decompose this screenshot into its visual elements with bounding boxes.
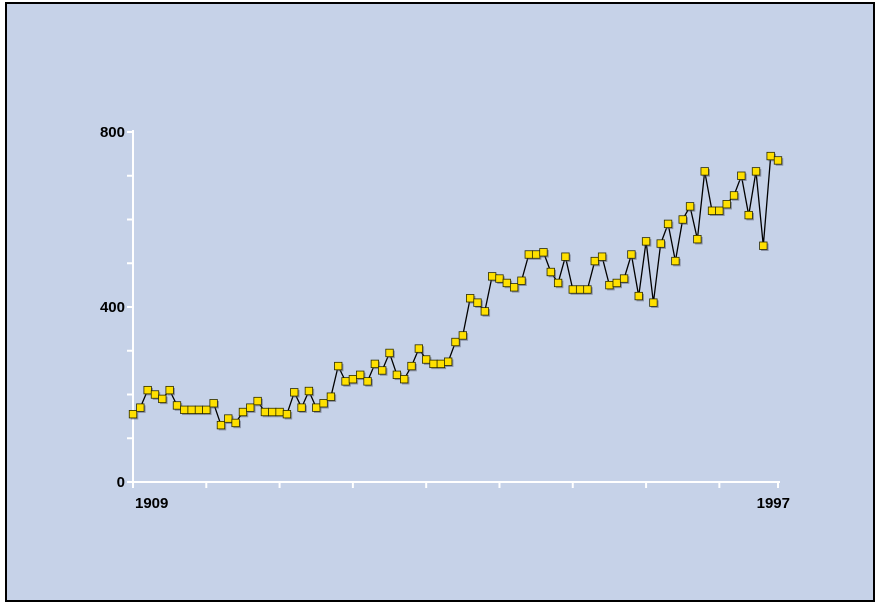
data-point bbox=[751, 167, 762, 177]
data-point bbox=[685, 202, 696, 212]
data-point bbox=[370, 359, 381, 370]
data-point bbox=[744, 210, 754, 221]
data-point bbox=[466, 294, 476, 304]
data-point bbox=[444, 357, 454, 367]
data-point bbox=[253, 396, 263, 407]
series-line-path bbox=[132, 155, 779, 426]
y-tick-label-0: 0 bbox=[117, 474, 125, 491]
data-point bbox=[363, 377, 373, 387]
data-point bbox=[553, 278, 564, 289]
data-point bbox=[641, 237, 652, 247]
data-point bbox=[216, 420, 227, 431]
data-point bbox=[509, 283, 520, 293]
data-point bbox=[400, 375, 410, 385]
data-point bbox=[128, 410, 139, 420]
axes bbox=[132, 130, 780, 483]
data-markers bbox=[128, 151, 784, 431]
data-point bbox=[158, 394, 168, 405]
data-point bbox=[407, 361, 417, 372]
tick-labels: 0 400 800 1909 1997 bbox=[100, 124, 790, 512]
data-point bbox=[231, 418, 241, 429]
data-point bbox=[539, 248, 549, 258]
data-point bbox=[297, 403, 307, 413]
data-point bbox=[422, 355, 432, 365]
data-point bbox=[729, 191, 740, 201]
data-point bbox=[451, 337, 461, 348]
data-point bbox=[172, 401, 183, 411]
data-point bbox=[737, 171, 747, 181]
data-point bbox=[334, 361, 344, 372]
data-point bbox=[671, 256, 681, 267]
chart-frame: 0 400 800 1909 1997 bbox=[5, 2, 875, 602]
data-point bbox=[282, 410, 293, 420]
line-chart: 0 400 800 1909 1997 bbox=[100, 124, 790, 512]
data-point bbox=[238, 407, 249, 418]
data-point bbox=[759, 241, 769, 251]
data-point bbox=[678, 215, 688, 225]
data-point bbox=[458, 331, 469, 341]
data-point bbox=[722, 200, 732, 210]
x-tick-label-start: 1909 bbox=[135, 495, 168, 512]
data-point bbox=[546, 267, 557, 278]
data-point bbox=[502, 278, 513, 289]
y-tick-label-800: 800 bbox=[100, 124, 125, 141]
data-point bbox=[136, 403, 146, 413]
data-point bbox=[385, 348, 395, 359]
data-point bbox=[143, 385, 153, 396]
data-point bbox=[561, 252, 571, 262]
data-point bbox=[209, 399, 219, 409]
data-point bbox=[656, 239, 666, 249]
data-point bbox=[202, 405, 212, 416]
data-point bbox=[583, 285, 593, 295]
data-point bbox=[590, 256, 601, 267]
data-point bbox=[663, 219, 674, 230]
data-point bbox=[634, 291, 644, 302]
data-point bbox=[619, 274, 630, 284]
data-point bbox=[480, 307, 491, 317]
data-point bbox=[356, 370, 366, 381]
y-tick-label-400: 400 bbox=[100, 299, 125, 316]
data-point bbox=[312, 403, 322, 413]
data-point bbox=[773, 156, 784, 166]
data-point bbox=[414, 344, 425, 354]
series-line bbox=[132, 155, 779, 426]
data-point bbox=[627, 250, 637, 260]
data-point bbox=[150, 390, 161, 400]
data-point bbox=[693, 235, 703, 245]
data-point bbox=[715, 206, 725, 216]
data-point bbox=[378, 366, 388, 376]
data-point bbox=[700, 167, 710, 177]
data-point bbox=[649, 298, 659, 308]
x-tick-label-end: 1997 bbox=[757, 495, 790, 512]
data-point bbox=[304, 386, 315, 397]
data-point bbox=[224, 414, 234, 424]
tick-marks bbox=[127, 131, 779, 488]
data-point bbox=[612, 278, 622, 289]
data-point bbox=[766, 151, 776, 162]
data-point bbox=[348, 375, 359, 385]
data-point bbox=[517, 276, 527, 286]
data-point bbox=[246, 403, 256, 413]
data-point bbox=[319, 399, 329, 409]
data-point bbox=[326, 392, 337, 402]
data-point bbox=[495, 274, 505, 284]
data-point bbox=[473, 298, 483, 308]
data-point bbox=[597, 252, 608, 262]
data-point bbox=[392, 370, 403, 381]
data-point bbox=[290, 388, 300, 398]
data-point bbox=[165, 385, 175, 396]
